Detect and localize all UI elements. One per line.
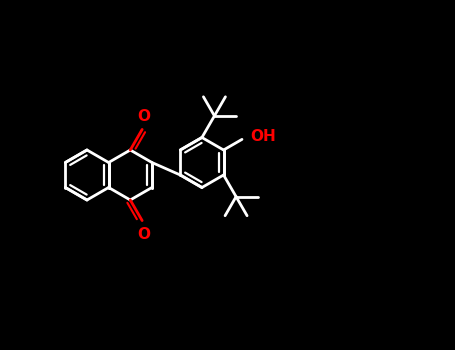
Text: O: O xyxy=(138,227,151,242)
Text: OH: OH xyxy=(251,129,277,144)
Text: O: O xyxy=(138,109,151,124)
